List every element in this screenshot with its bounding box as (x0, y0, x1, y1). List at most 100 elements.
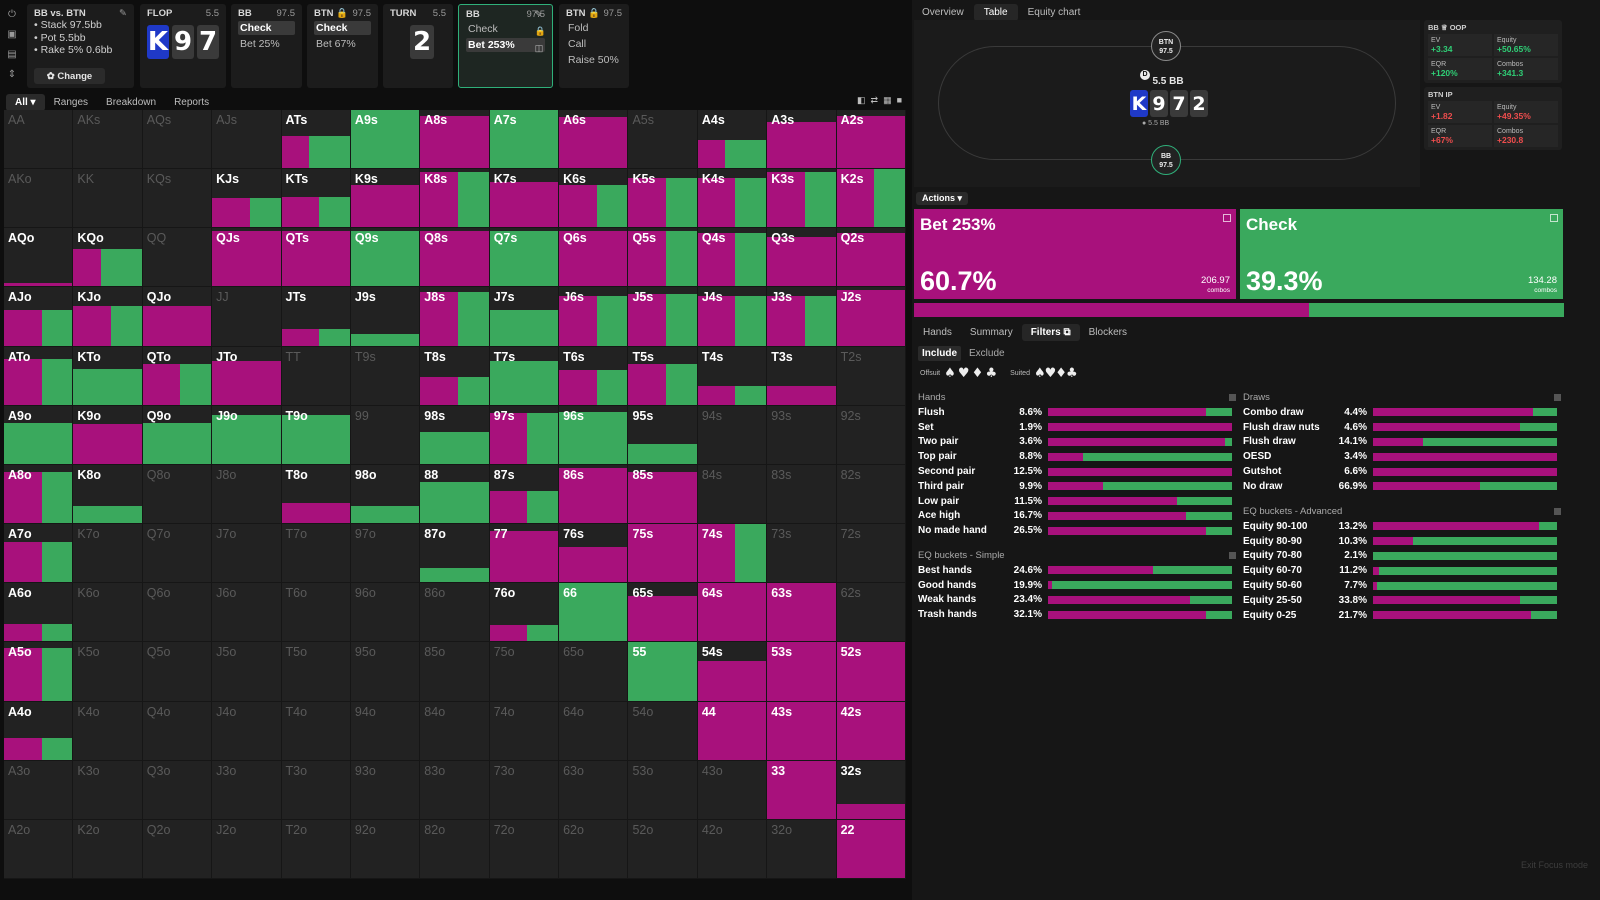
hand-cell[interactable]: KTs (281, 169, 351, 229)
hand-cell[interactable]: JJ (212, 287, 282, 347)
hand-cell[interactable]: 54s (697, 642, 768, 702)
hand-cell[interactable]: 44 (697, 701, 768, 761)
hand-cell[interactable]: K8o (73, 464, 143, 525)
hand-cell[interactable]: T3o (281, 760, 351, 820)
hand-cell[interactable]: T2s (836, 346, 906, 406)
filter-row[interactable]: Second pair 12.5% (918, 464, 1236, 479)
filter-row[interactable]: Equity 25-50 33.8% (1243, 593, 1561, 608)
hand-cell[interactable]: QTo (142, 346, 213, 406)
hand-cell[interactable]: AJo (4, 287, 74, 347)
hand-cell[interactable]: 97o (350, 524, 421, 584)
expand-icon[interactable] (1550, 214, 1558, 222)
hand-cell[interactable]: 52o (628, 819, 698, 879)
hand-cell[interactable]: 73s (767, 524, 837, 584)
hand-cell[interactable]: K3o (73, 760, 143, 820)
hand-cell[interactable]: 72o (489, 819, 560, 879)
hand-cell[interactable]: 93s (767, 405, 837, 465)
hand-cell[interactable]: K2o (73, 819, 143, 879)
hand-cell[interactable]: 84o (420, 701, 490, 761)
tab-1[interactable]: Ranges (53, 97, 89, 108)
hand-cell[interactable]: KJo (73, 287, 143, 347)
hand-cell[interactable]: T9o (281, 405, 351, 465)
hand-cell[interactable]: Q6s (559, 228, 629, 288)
filter-row[interactable]: Equity 50-60 7.7% (1243, 578, 1561, 593)
hand-cell[interactable]: 85o (420, 642, 490, 702)
hand-cell[interactable]: 98o (350, 464, 421, 525)
filter-row[interactable]: Good hands 19.9% (918, 578, 1236, 593)
hand-cell[interactable]: Q2o (142, 819, 213, 879)
hand-cell[interactable]: T4s (697, 346, 768, 406)
lock-icon[interactable]: 🔒 (534, 26, 546, 36)
hand-cell[interactable]: 85s (628, 464, 698, 525)
hand-cell[interactable]: 99 (350, 405, 421, 465)
hand-cell[interactable]: KJs (212, 169, 282, 229)
hand-cell[interactable]: KQo (73, 228, 143, 288)
edit-icon[interactable]: ✎ (534, 9, 543, 19)
hand-cell[interactable]: 96s (559, 405, 629, 465)
hand-cell[interactable]: QJs (212, 228, 282, 288)
hand-cell[interactable]: 62s (836, 583, 906, 643)
hand-cell[interactable]: 54o (628, 701, 698, 761)
hand-cell[interactable]: 32s (836, 760, 906, 820)
hand-cell[interactable]: K7o (73, 524, 143, 584)
book-icon[interactable]: ◫ (534, 43, 544, 53)
hand-cell[interactable]: 83s (767, 464, 837, 525)
action-option[interactable]: Call (568, 38, 587, 50)
action-option[interactable]: Raise 50% (568, 54, 619, 66)
hand-cell[interactable]: Q7o (142, 524, 213, 584)
hand-cell[interactable]: 94o (350, 701, 421, 761)
change-button[interactable]: ✿ Change (34, 68, 105, 84)
hand-cell[interactable]: J4s (697, 287, 768, 347)
suited-suits[interactable]: ♠♥♦♣ (1033, 366, 1078, 381)
hand-cell[interactable]: Q5s (628, 228, 698, 288)
expand-icon[interactable] (1223, 214, 1231, 222)
section-toggle-icon[interactable] (1229, 552, 1236, 559)
section-toggle-icon[interactable] (1554, 508, 1561, 515)
hand-cell[interactable]: A5s (628, 110, 698, 170)
hand-cell[interactable]: T6o (281, 583, 351, 643)
hand-cell[interactable]: K6s (559, 169, 629, 229)
save-icon[interactable]: ▣ (7, 28, 17, 40)
hand-cell[interactable]: K3s (767, 169, 837, 229)
hand-cell[interactable]: 63s (767, 583, 837, 643)
action-option[interactable]: Check (238, 21, 295, 35)
bottom-tab-1[interactable]: Summary (969, 327, 1013, 338)
hand-cell[interactable]: K9s (350, 169, 421, 229)
power-icon[interactable]: ⏻ (8, 8, 16, 20)
hand-cell[interactable]: J7s (489, 287, 560, 347)
hand-cell[interactable]: 92o (350, 819, 421, 879)
hand-cell[interactable]: QTs (281, 228, 351, 288)
actions-dropdown[interactable]: Actions ▾ (916, 192, 969, 205)
hand-cell[interactable]: 94s (697, 405, 768, 465)
filter-row[interactable]: Equity 70-80 2.1% (1243, 549, 1561, 564)
hand-cell[interactable]: J9s (350, 287, 421, 347)
hand-cell[interactable]: 72s (836, 524, 906, 584)
hand-cell[interactable]: K5o (73, 642, 143, 702)
filter-row[interactable]: Best hands 24.6% (918, 563, 1236, 578)
hand-cell[interactable]: TT (281, 346, 351, 406)
filter-row[interactable]: OESD 3.4% (1243, 449, 1561, 464)
hand-cell[interactable]: 97s (489, 405, 560, 465)
hand-cell[interactable]: ATs (281, 110, 351, 170)
section-toggle-icon[interactable] (1229, 394, 1236, 401)
hand-cell[interactable]: AKs (73, 110, 143, 170)
hand-cell[interactable]: A8o (4, 464, 74, 525)
hand-cell[interactable]: A6s (559, 110, 629, 170)
hand-cell[interactable]: 63o (559, 760, 629, 820)
include-toggle[interactable]: Include (918, 346, 962, 361)
hand-cell[interactable]: 75o (489, 642, 560, 702)
hand-cell[interactable]: 95o (350, 642, 421, 702)
hand-cell[interactable]: 65o (559, 642, 629, 702)
btn-seat[interactable]: BTN 97.5 (1151, 31, 1181, 61)
hand-cell[interactable]: K6o (73, 583, 143, 643)
hand-cell[interactable]: K7s (489, 169, 560, 229)
action-box-0[interactable]: Bet 253% 60.7% 206.97 combos (914, 209, 1236, 299)
hand-cell[interactable]: 74s (697, 524, 768, 584)
right-tab-2[interactable]: Equity chart (1027, 7, 1081, 18)
bb-card[interactable]: BB 97.5 Check Bet 25% (231, 4, 302, 88)
hand-cell[interactable]: 33 (767, 760, 837, 820)
bottom-tab-3[interactable]: Blockers (1088, 327, 1127, 338)
filter-row[interactable]: Trash hands 32.1% (918, 607, 1236, 622)
contrast-icon[interactable]: ◧ (857, 95, 866, 105)
hand-cell[interactable]: 82o (420, 819, 490, 879)
